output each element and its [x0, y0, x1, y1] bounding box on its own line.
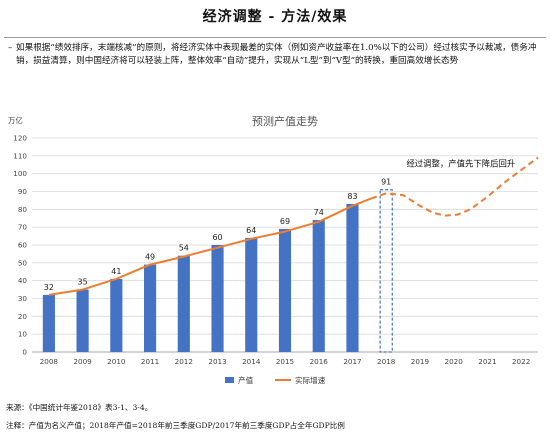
x-tick-label: 2021: [478, 357, 496, 366]
y-axis-unit: 万亿: [8, 116, 23, 125]
trend-line-actual: [48, 197, 372, 296]
x-tick-label: 2018: [377, 357, 396, 366]
data-label: 35: [78, 278, 88, 287]
footnote: 注释：产值为名义产值；2018年产值=2018年前三季度GDP/2017年前三季…: [6, 420, 345, 431]
x-tick-label: 2014: [242, 357, 261, 366]
bar: [42, 294, 55, 352]
chart-title: 预测产值走势: [252, 114, 318, 128]
source-label: 来源：: [6, 403, 29, 412]
y-axis-ticks: 0 10 20 30 40 50 60 70 80 90 100 110 120: [13, 134, 27, 357]
data-label: 91: [381, 178, 391, 187]
y-tick-label: 110: [13, 151, 27, 160]
x-tick-label: 2020: [445, 357, 464, 366]
x-tick-label: 2015: [276, 357, 294, 366]
data-label: 54: [179, 244, 189, 253]
x-axis-ticks: 2008 2009 2010 2011 2012 2013 2014 2015 2016 2017…: [40, 357, 531, 366]
data-label: 32: [44, 283, 54, 292]
chart-legend: 产值 实际增速: [225, 375, 326, 385]
x-tick-label: 2013: [208, 357, 226, 366]
x-tick-label: 2012: [175, 357, 193, 366]
data-labels: 32 35 41 49 54 60 64 69 74 83 91: [44, 178, 392, 292]
data-label: 74: [314, 208, 324, 217]
x-tick-label: 2011: [141, 357, 159, 366]
x-tick-label: 2009: [73, 357, 92, 366]
x-tick-label: 2022: [512, 357, 530, 366]
description-paragraph: – 如果根据“绩效排序，末端核减”的原则，将经济实体中表现最差的实体（例如资产收…: [8, 42, 544, 68]
y-tick-label: 40: [18, 276, 28, 285]
title-divider: [4, 37, 546, 38]
forecast-bar: [379, 189, 393, 353]
data-label: 69: [280, 217, 290, 226]
bar: [346, 203, 359, 352]
note-text: 产值为名义产值；2018年产值=2018年前三季度GDP/2017年前三季度GD…: [28, 421, 345, 430]
chart-annotation: 经过调整，产值先下降后回升: [406, 159, 515, 169]
x-tick-label: 2016: [310, 357, 329, 366]
bars: [42, 189, 393, 353]
forecast-chart: 预测产值走势 万亿 0 10 20 30 40 50 60 70 80 90 100 110 120 3…: [8, 114, 539, 385]
y-tick-label: 60: [18, 241, 28, 250]
data-label: 41: [111, 267, 121, 276]
trend-lines: [48, 156, 539, 296]
y-tick-label: 120: [13, 134, 27, 143]
data-label: 60: [212, 233, 222, 242]
y-tick-label: 0: [22, 348, 27, 357]
y-tick-label: 10: [18, 330, 28, 339]
y-tick-label: 90: [18, 187, 28, 196]
bullet-dash: –: [8, 43, 13, 53]
legend-bar-label: 产值: [238, 375, 254, 385]
bar: [312, 220, 325, 352]
source-text: 《中国统计年鉴2018》表3-1、3-4。: [28, 403, 153, 412]
bar: [245, 237, 258, 352]
bar: [278, 228, 292, 352]
data-label: 49: [145, 253, 155, 262]
page-title: 经济调整 - 方法/效果: [202, 9, 348, 25]
legend-line-label: 实际增速: [295, 375, 326, 385]
y-tick-label: 100: [13, 169, 27, 178]
bar: [211, 245, 224, 352]
data-label: 83: [347, 192, 357, 201]
bar: [110, 278, 123, 352]
y-tick-label: 20: [18, 312, 28, 321]
x-tick-label: 2010: [107, 357, 126, 366]
y-tick-label: 30: [18, 294, 28, 303]
x-tick-label: 2019: [411, 357, 430, 366]
x-tick-label: 2017: [343, 357, 361, 366]
note-label: 注释：: [6, 421, 29, 430]
description-text: 如果根据“绩效排序，末端核减”的原则，将经济实体中表现最差的实体（例如资产收益率…: [16, 43, 537, 66]
legend-bar-swatch: [225, 377, 234, 383]
data-label: 64: [246, 226, 256, 235]
bar: [143, 264, 157, 352]
bar: [76, 289, 89, 352]
x-tick-label: 2008: [40, 357, 59, 366]
y-tick-label: 80: [18, 205, 28, 214]
trend-line-forecast: [370, 156, 539, 217]
bar: [177, 255, 190, 352]
source-note: 来源：《中国统计年鉴2018》表3-1、3-4。: [6, 402, 152, 413]
y-tick-label: 50: [18, 258, 28, 267]
y-tick-label: 70: [18, 223, 28, 232]
